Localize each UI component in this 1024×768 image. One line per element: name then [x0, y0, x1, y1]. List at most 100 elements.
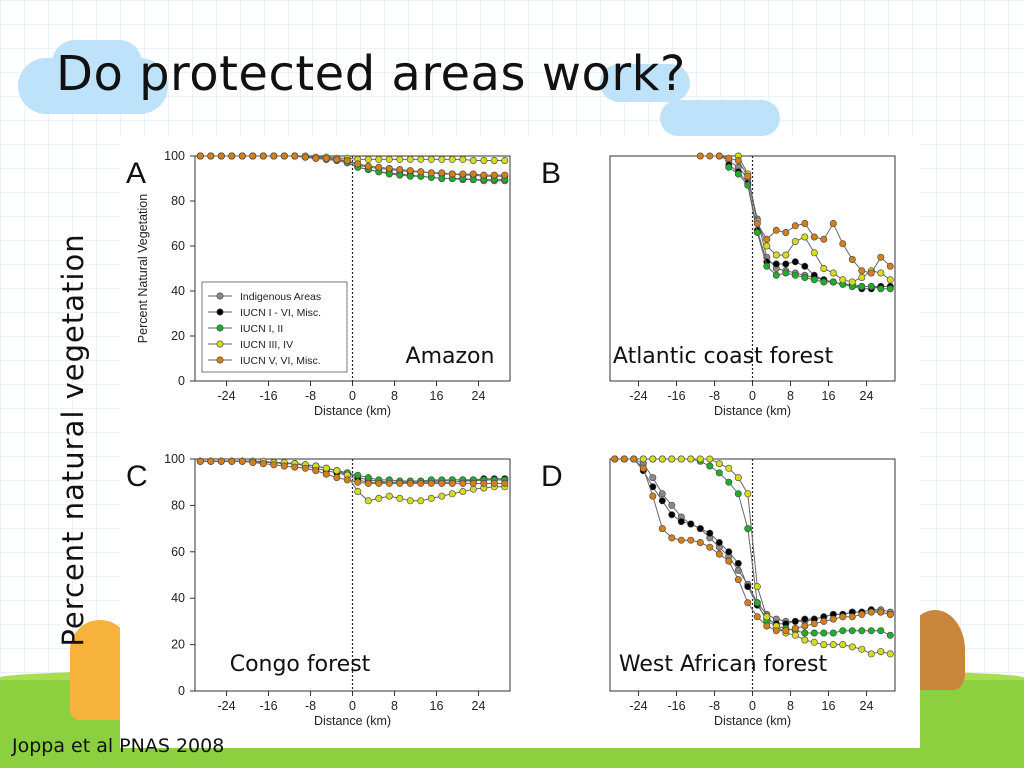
x-tick-label: 8 [391, 389, 398, 403]
data-point [217, 152, 225, 160]
data-point [715, 460, 723, 468]
data-point [396, 155, 404, 163]
data-point [867, 269, 875, 277]
legend-entry: IUCN I, II [240, 323, 283, 335]
data-point [820, 629, 828, 637]
data-point [858, 627, 866, 635]
data-point [867, 283, 875, 291]
data-point [763, 242, 771, 250]
data-point [810, 638, 818, 646]
data-point [490, 156, 498, 164]
data-point [839, 613, 847, 621]
data-point [406, 167, 414, 175]
data-point [867, 608, 875, 616]
data-point [687, 455, 695, 463]
data-point [810, 233, 818, 241]
data-point [322, 470, 330, 478]
data-point [753, 220, 761, 228]
chart-panel-a: A -24 -16 -8 0 8 16 24 0 20 40 60 80 100 Distance (km)… [126, 149, 511, 418]
data-point [753, 599, 761, 607]
data-point [480, 171, 488, 179]
y-axis-label: Percent natural vegetation [56, 233, 90, 647]
data-point [459, 155, 467, 163]
data-point [715, 152, 723, 160]
data-point [417, 155, 425, 163]
data-point [886, 262, 894, 270]
data-point [877, 285, 885, 293]
data-point [448, 490, 456, 498]
data-point [877, 269, 885, 277]
x-tick-label: 16 [430, 699, 444, 713]
legend-entry: IUCN I - VI, Misc. [240, 307, 321, 319]
data-point [763, 235, 771, 243]
data-point [333, 474, 341, 482]
data-point [763, 613, 771, 621]
data-point [867, 627, 875, 635]
y-tick-label: 40 [171, 591, 185, 605]
data-point [801, 636, 809, 644]
data-point [291, 463, 299, 471]
data-point [270, 461, 278, 469]
data-point [820, 265, 828, 273]
y-tick-label: 100 [164, 149, 185, 163]
data-point [706, 152, 714, 160]
data-point [725, 154, 733, 162]
x-tick-label: -8 [305, 389, 316, 403]
data-point [649, 492, 657, 500]
chart-panel-c: C -24 -16 -8 0 8 16 24 0 20 40 60 80 100 Distance (km)… [126, 452, 511, 728]
chart-panel-d: D -24 -16 -8 0 8 16 24 Distance (km) West African… [541, 455, 896, 728]
data-point [753, 229, 761, 237]
data-point [385, 492, 393, 500]
data-point [772, 627, 780, 635]
data-point [734, 170, 742, 178]
data-point [459, 170, 467, 178]
chart-panel-b: B -24 -16 -8 0 8 16 24 Distance (km) Atlantic coa… [541, 152, 896, 418]
data-point [848, 278, 856, 286]
data-point [706, 455, 714, 463]
data-point [469, 156, 477, 164]
y-tick-label: 100 [164, 452, 185, 466]
data-point [501, 479, 509, 487]
legend-marker [216, 356, 224, 364]
data-point [354, 471, 362, 479]
y-tick-label: 20 [171, 638, 185, 652]
data-point [734, 156, 742, 164]
data-point [291, 152, 299, 160]
data-point [829, 220, 837, 228]
data-point [810, 620, 818, 628]
data-point [501, 171, 509, 179]
data-point [886, 650, 894, 658]
region-label: West African forest [619, 652, 828, 677]
x-tick-label: 24 [860, 389, 874, 403]
data-point [772, 260, 780, 268]
x-tick-label: 8 [787, 389, 794, 403]
data-point [364, 155, 372, 163]
citation: Joppa et al PNAS 2008 [12, 735, 225, 757]
data-point [801, 629, 809, 637]
data-point [858, 267, 866, 275]
data-point [801, 615, 809, 623]
x-tick-label: 24 [860, 699, 874, 713]
y-tick-label: 80 [171, 194, 185, 208]
data-point [734, 559, 742, 567]
data-point [782, 627, 790, 635]
data-point [820, 278, 828, 286]
data-point [744, 490, 752, 498]
data-point [417, 479, 425, 487]
y-tick-label: 20 [171, 329, 185, 343]
data-point [312, 467, 320, 475]
data-point [886, 285, 894, 293]
data-point [877, 253, 885, 261]
data-point [725, 464, 733, 472]
data-point [249, 152, 257, 160]
data-point [259, 460, 267, 468]
data-point [228, 152, 236, 160]
data-point [734, 490, 742, 498]
data-point [725, 548, 733, 556]
data-point [839, 240, 847, 248]
data-point [427, 494, 435, 502]
data-point [791, 238, 799, 246]
x-tick-label: 24 [472, 699, 486, 713]
data-point [696, 538, 704, 546]
